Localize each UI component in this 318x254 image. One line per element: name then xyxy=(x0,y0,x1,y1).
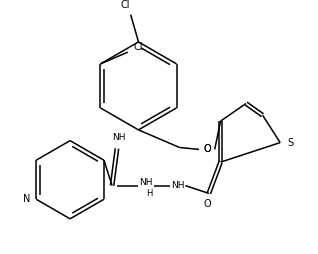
Text: O: O xyxy=(203,199,211,209)
Text: NH: NH xyxy=(171,181,184,190)
Text: NH: NH xyxy=(112,133,126,142)
Text: Cl: Cl xyxy=(134,42,143,52)
Text: H: H xyxy=(146,189,152,198)
Text: Cl: Cl xyxy=(120,0,129,10)
Text: O: O xyxy=(203,145,211,154)
Text: O: O xyxy=(203,145,211,154)
Text: NH: NH xyxy=(140,178,153,187)
Text: S: S xyxy=(287,138,293,148)
Text: N: N xyxy=(23,194,30,204)
